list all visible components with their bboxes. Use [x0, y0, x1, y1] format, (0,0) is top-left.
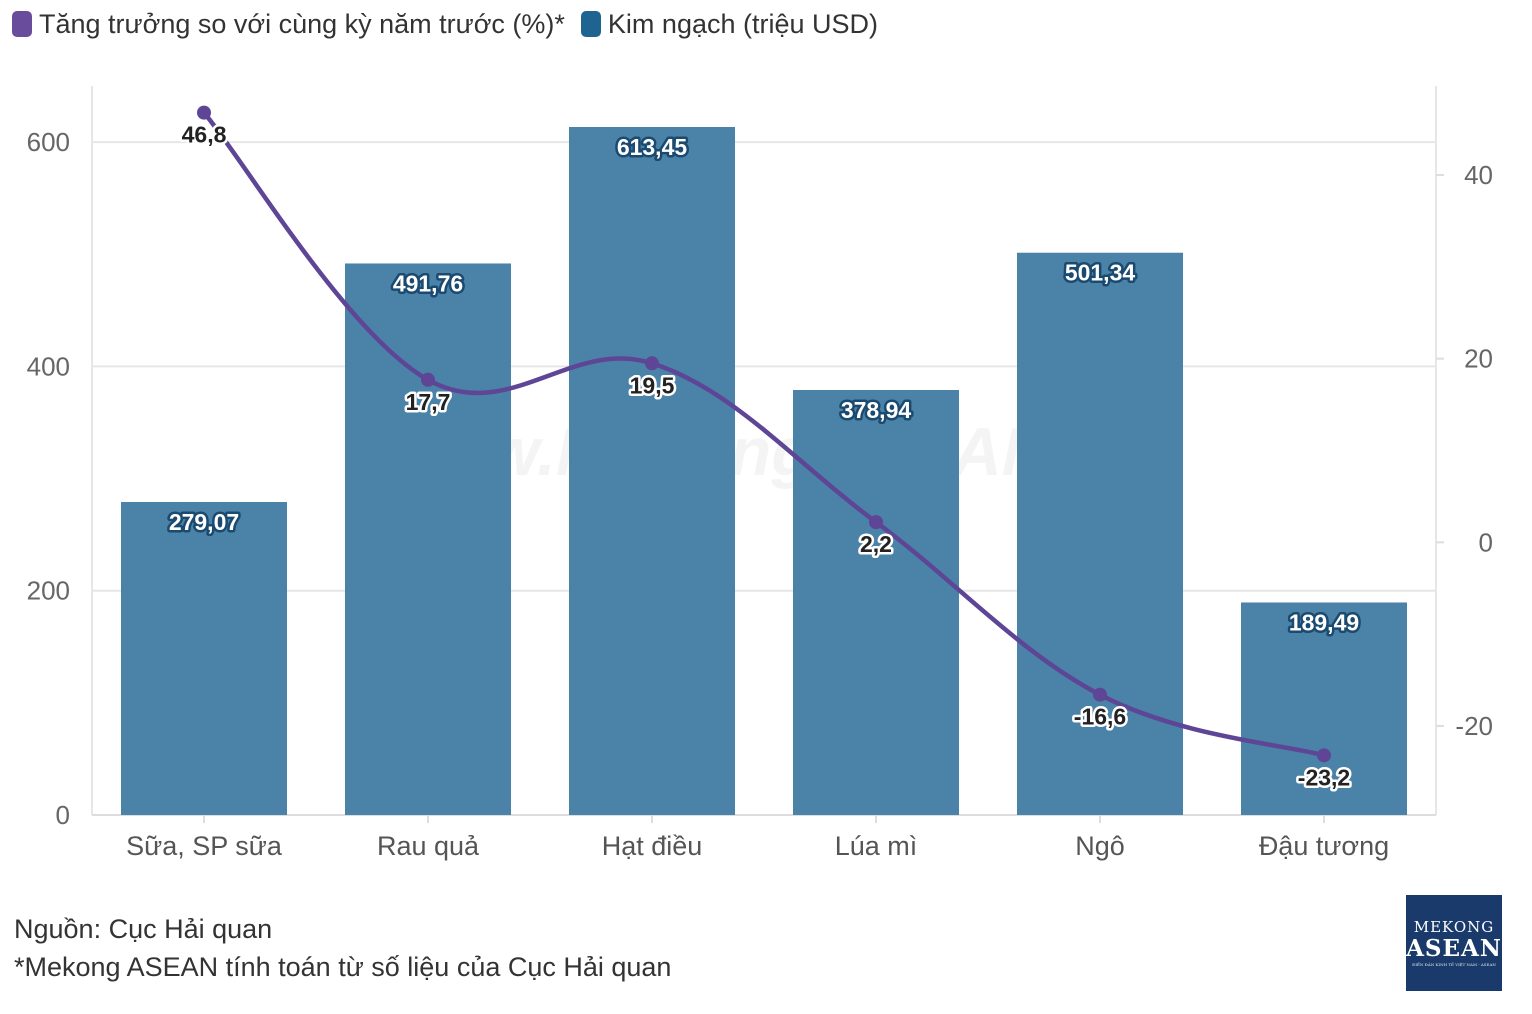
mekong-asean-logo: MEKONG ASEAN ĐIỂN ĐÀN KINH TẾ VIỆT NAM -…	[1406, 895, 1502, 991]
y-left-tick-label: 400	[27, 351, 70, 381]
bar-value-label: 501,34	[1065, 260, 1136, 286]
y-right-tick-label: -20	[1455, 711, 1493, 741]
growth-line-series	[197, 105, 1331, 763]
bar-labels: 279,07 491,76 613,45 378,94 501,34 189,49	[166, 131, 1361, 637]
growth-point-3	[869, 515, 883, 530]
y-right-tick-label: 0	[1479, 527, 1493, 557]
legend: Tăng trưởng so với cùng kỳ năm trước (%)…	[12, 6, 894, 42]
bar-series	[121, 126, 1407, 815]
bar-value-label: 378,94	[841, 397, 912, 423]
bar-value-label: 279,07	[169, 509, 239, 535]
x-tick-label: Ngô	[1075, 831, 1125, 861]
growth-line	[201, 110, 1327, 758]
growth-value-label: 2,2	[860, 531, 892, 557]
legend-swatch-value	[580, 11, 601, 37]
x-tick-label: Sữa, SP sữa	[126, 831, 283, 861]
y-right-tick-label: 20	[1464, 344, 1493, 374]
growth-point-2	[645, 356, 659, 371]
bar-value-label: 491,76	[393, 270, 463, 296]
x-tick-label: Rau quả	[377, 831, 480, 861]
growth-value-label: -23,2	[1298, 764, 1350, 790]
legend-label-value: Kim ngạch (triệu USD)	[607, 8, 879, 39]
x-tick-label: Đậu tương	[1259, 831, 1389, 861]
bar-0	[121, 502, 287, 815]
bar-4	[1017, 252, 1183, 815]
growth-labels: 46,8 17,7 19,5 2,2 -16,6 -23,2	[179, 119, 1353, 793]
bar-3	[793, 390, 959, 815]
logo-line1: MEKONG	[1413, 918, 1495, 936]
bar-value-label: 613,45	[617, 134, 688, 160]
bar-value-label: 189,49	[1289, 609, 1359, 635]
axes: 0 200 400 600 -20 0 20 40 Sữa, SP sữa Rau quả Hạt …	[27, 127, 1493, 861]
growth-point-5	[1317, 748, 1331, 763]
growth-value-label: 19,5	[630, 372, 675, 398]
legend-item-growth[interactable]: Tăng trưởng so với cùng kỳ năm trước (%)…	[12, 9, 565, 40]
footnote: *Mekong ASEAN tính toán từ số liệu của C…	[14, 952, 672, 982]
growth-value-label: -16,6	[1074, 704, 1126, 730]
x-tick-label: Lúa mì	[835, 831, 918, 861]
y-left-tick-label: 0	[56, 800, 70, 830]
logo-line2: ASEAN	[1406, 935, 1502, 962]
y-left-tick-label: 200	[27, 576, 70, 606]
y-right-tick-label: 40	[1464, 160, 1493, 190]
legend-item-value[interactable]: Kim ngạch (triệu USD)	[580, 8, 879, 40]
x-tick-label: Hạt điều	[602, 831, 703, 861]
bar-2	[569, 126, 735, 815]
notes: Nguồn: Cục Hải quan *Mekong ASEAN tính t…	[14, 910, 671, 986]
logo-tagline: ĐIỂN ĐÀN KINH TẾ VIỆT NAM - ASEAN	[1412, 962, 1496, 967]
growth-value-label: 46,8	[182, 122, 227, 148]
source-note: Nguồn: Cục Hải quan	[14, 914, 273, 944]
growth-point-1	[421, 372, 435, 387]
growth-point-0	[197, 105, 211, 120]
bar-5	[1241, 602, 1407, 815]
legend-swatch-growth	[12, 11, 32, 37]
growth-point-4	[1093, 687, 1107, 702]
legend-label-growth: Tăng trưởng so với cùng kỳ năm trước (%)…	[39, 8, 565, 39]
bar-1	[345, 263, 511, 815]
y-left-tick-label: 600	[27, 127, 70, 157]
growth-value-label: 17,7	[406, 389, 451, 415]
grid-lines	[91, 86, 1437, 816]
